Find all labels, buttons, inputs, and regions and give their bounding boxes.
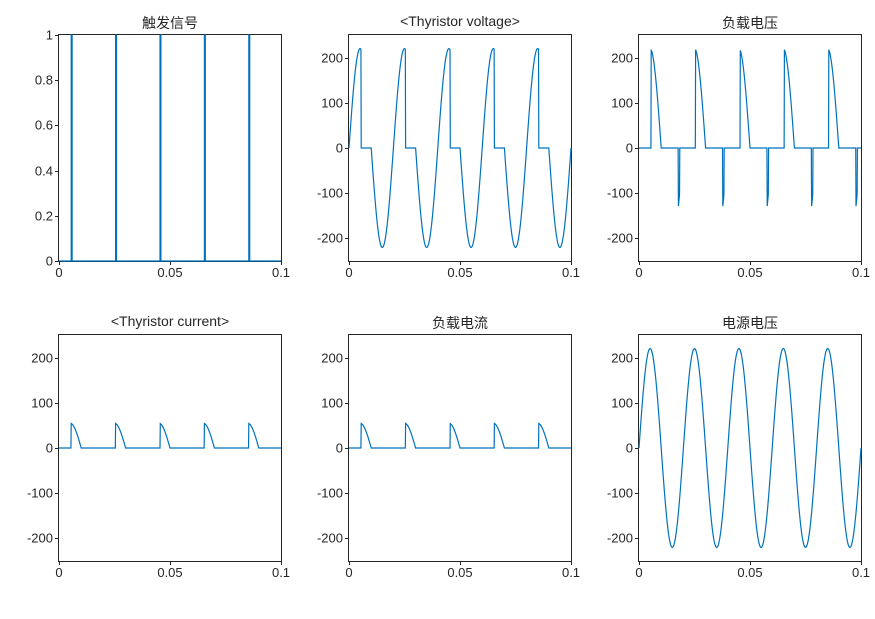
ytick-label: 200 [321, 50, 343, 65]
xtick-mark [750, 261, 751, 265]
ytick-label: -200 [27, 531, 53, 546]
chart-title: 负载电流 [349, 313, 571, 333]
xtick-mark [59, 561, 60, 565]
plot-area: <Thyristor voltage>-200-100010020000.050… [348, 34, 572, 262]
xtick-mark [861, 561, 862, 565]
ytick-label: 200 [31, 350, 53, 365]
xtick-label: 0.05 [447, 265, 472, 280]
xtick-mark [349, 261, 350, 265]
ytick-label: 200 [611, 350, 633, 365]
plot-area: 触发信号00.20.40.60.8100.050.1 [58, 34, 282, 262]
xtick-mark [750, 561, 751, 565]
xtick-mark [571, 261, 572, 265]
xtick-mark [460, 261, 461, 265]
ytick-label: 100 [611, 395, 633, 410]
xtick-label: 0 [635, 565, 642, 580]
xtick-label: 0.1 [852, 265, 870, 280]
ytick-label: -200 [607, 531, 633, 546]
ytick-label: 200 [321, 350, 343, 365]
xtick-mark [639, 261, 640, 265]
ytick-label: 200 [611, 50, 633, 65]
ytick-label: 0 [336, 141, 343, 156]
ytick-label: 0 [46, 441, 53, 456]
ytick-label: 0 [626, 141, 633, 156]
subplot-p23: 电源电压-200-100010020000.050.1 [638, 334, 860, 560]
ytick-label: -200 [317, 231, 343, 246]
plot-area: 负载电流-200-100010020000.050.1 [348, 334, 572, 562]
subplot-p11: 触发信号00.20.40.60.8100.050.1 [58, 34, 280, 260]
figure: 触发信号00.20.40.60.8100.050.1<Thyristor vol… [0, 0, 875, 619]
xtick-label: 0.05 [157, 565, 182, 580]
ytick-label: 100 [321, 395, 343, 410]
xtick-mark [639, 561, 640, 565]
xtick-mark [281, 561, 282, 565]
xtick-label: 0.1 [272, 565, 290, 580]
ytick-label: -100 [317, 186, 343, 201]
ytick-label: 0.2 [35, 208, 53, 223]
chart-title: <Thyristor current> [59, 313, 281, 329]
xtick-label: 0 [635, 265, 642, 280]
xtick-label: 0.05 [737, 265, 762, 280]
series-line [349, 335, 571, 561]
xtick-label: 0.05 [157, 265, 182, 280]
xtick-label: 0.05 [447, 565, 472, 580]
xtick-mark [281, 261, 282, 265]
ytick-label: 0.4 [35, 163, 53, 178]
series-line [59, 335, 281, 561]
series-line [349, 35, 571, 261]
ytick-label: 0 [46, 254, 53, 269]
series-line [639, 335, 861, 561]
chart-title: 电源电压 [639, 313, 861, 333]
xtick-label: 0.1 [562, 565, 580, 580]
xtick-mark [571, 561, 572, 565]
ytick-label: -200 [317, 531, 343, 546]
xtick-mark [349, 561, 350, 565]
xtick-mark [170, 561, 171, 565]
chart-title: 负载电压 [639, 13, 861, 33]
ytick-label: -100 [317, 486, 343, 501]
xtick-mark [460, 561, 461, 565]
xtick-label: 0 [345, 265, 352, 280]
ytick-label: 0.6 [35, 118, 53, 133]
subplot-p13: 负载电压-200-100010020000.050.1 [638, 34, 860, 260]
ytick-label: -100 [607, 486, 633, 501]
series-line [59, 35, 281, 261]
subplot-p22: 负载电流-200-100010020000.050.1 [348, 334, 570, 560]
ytick-label: -100 [607, 186, 633, 201]
ytick-label: 0.8 [35, 73, 53, 88]
ytick-label: 100 [611, 95, 633, 110]
ytick-label: 0 [336, 441, 343, 456]
plot-area: <Thyristor current>-200-100010020000.050… [58, 334, 282, 562]
chart-title: 触发信号 [59, 13, 281, 33]
xtick-label: 0 [55, 265, 62, 280]
ytick-label: -200 [607, 231, 633, 246]
xtick-label: 0.1 [852, 565, 870, 580]
subplot-p21: <Thyristor current>-200-100010020000.050… [58, 334, 280, 560]
ytick-label: -100 [27, 486, 53, 501]
xtick-label: 0 [55, 565, 62, 580]
ytick-label: 1 [46, 28, 53, 43]
chart-title: <Thyristor voltage> [349, 13, 571, 29]
ytick-label: 100 [31, 395, 53, 410]
series-line [639, 35, 861, 261]
plot-area: 负载电压-200-100010020000.050.1 [638, 34, 862, 262]
xtick-mark [861, 261, 862, 265]
ytick-label: 100 [321, 95, 343, 110]
xtick-label: 0.1 [272, 265, 290, 280]
xtick-label: 0 [345, 565, 352, 580]
plot-area: 电源电压-200-100010020000.050.1 [638, 334, 862, 562]
xtick-label: 0.1 [562, 265, 580, 280]
subplot-p12: <Thyristor voltage>-200-100010020000.050… [348, 34, 570, 260]
ytick-label: 0 [626, 441, 633, 456]
xtick-label: 0.05 [737, 565, 762, 580]
